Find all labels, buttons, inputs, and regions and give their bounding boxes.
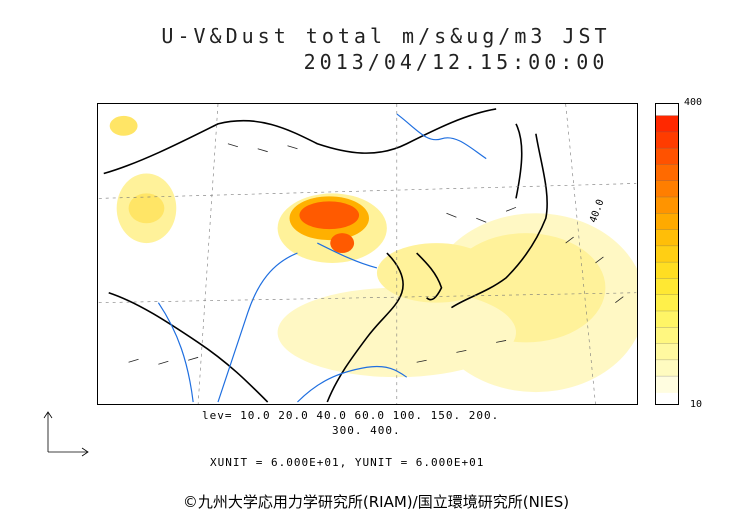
dust-plume-northwest (109, 115, 138, 136)
dust-core-gobi-south (330, 233, 355, 254)
color-scale-segment (656, 245, 678, 263)
color-scale-segment (656, 229, 678, 247)
color-scale-max-label: 400 (684, 97, 703, 108)
color-scale-segment (656, 197, 678, 214)
dust-plume-south (277, 287, 517, 378)
color-scale-segment (656, 213, 678, 231)
color-scale-segment (656, 148, 678, 165)
contour-levels-line2: 300. 400. (332, 424, 401, 437)
color-scale-segment (656, 343, 678, 361)
map-title: U-V&Dust total m/s&ug/m3 JST (161, 24, 611, 48)
color-scale-segment (656, 376, 678, 393)
wind-vectors (128, 143, 624, 365)
color-scale-segment (656, 262, 678, 279)
copyright-credit: ©九州大学応用力学研究所(RIAM)/国立環境研究所(NIES) (182, 493, 570, 511)
dust-core-taklamakan (128, 193, 165, 224)
color-scale-segment (656, 164, 678, 182)
dust-plumes (109, 115, 637, 393)
color-scale-segment (656, 131, 678, 149)
vector-units: XUNIT = 6.000E+01, YUNIT = 6.000E+01 (210, 456, 485, 469)
contour-levels-line1: lev= 10.0 20.0 40.0 60.0 100. 150. 200. (202, 409, 500, 422)
color-scale-segment (656, 278, 678, 296)
color-scale-min-label: 10 (690, 399, 703, 410)
color-scale-segment (656, 115, 678, 133)
color-scale-segment (656, 359, 678, 377)
graticule (98, 104, 637, 404)
color-scale-segment (656, 294, 678, 312)
color-scale-bar (655, 103, 679, 405)
color-scale-segment (656, 180, 678, 198)
dust-core-gobi (299, 201, 360, 230)
color-scale-segment (656, 310, 678, 328)
contour-label: 40.0 (588, 198, 607, 224)
color-scale-segment (656, 327, 678, 345)
unit-vector-axes-icon (43, 411, 89, 457)
dust-wind-map: 40.0 (97, 103, 638, 405)
dust-plume-korea (376, 243, 497, 303)
rivers (157, 113, 487, 403)
coastlines (103, 108, 548, 403)
map-timestamp: 2013/04/12.15:00:00 (303, 50, 609, 74)
